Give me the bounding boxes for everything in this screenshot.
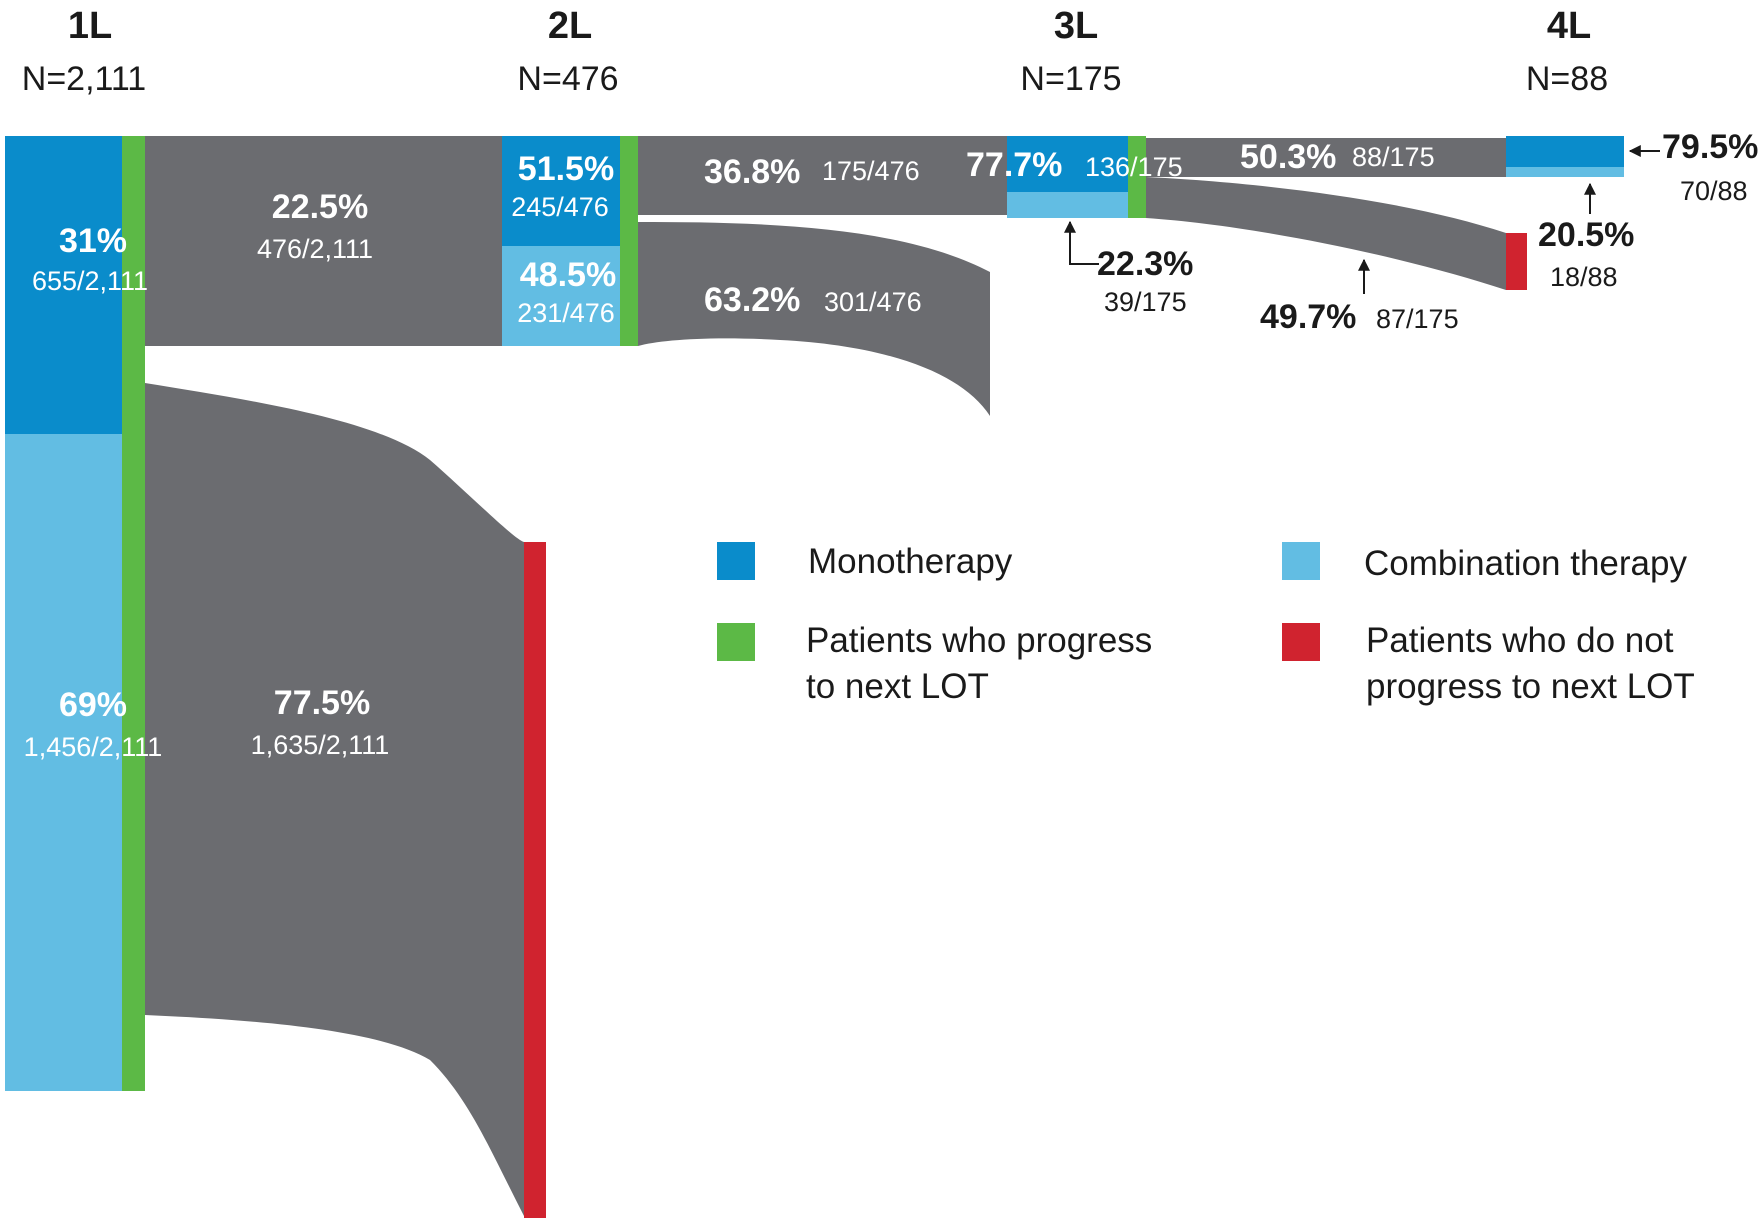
legend-progress-label-line2: to next LOT: [806, 667, 989, 706]
legend-swatch-combination: [1282, 542, 1320, 580]
label-4l-mono-pct: 79.5%: [1662, 128, 1758, 166]
node-1l-no-progress-bar: [524, 542, 546, 1218]
node-2l-progress-bar: [620, 136, 638, 346]
node-4l-monotherapy: [1506, 136, 1624, 167]
legend-swatch-no-progress: [1282, 623, 1320, 661]
label-1l-progress-frac: 476/2,111: [257, 234, 373, 264]
label-3l-progress-frac: 88/175: [1352, 142, 1435, 172]
column-1l-label: 1L: [68, 5, 112, 47]
label-3l-mono-frac: 136/175: [1085, 152, 1183, 182]
flow-1l-progress: [145, 136, 502, 346]
flow-1l-no-progress: [145, 383, 524, 1216]
label-3l-progress-pct: 50.3%: [1240, 138, 1336, 176]
node-1l-combination: [5, 434, 122, 1091]
column-2l-n: N=476: [517, 60, 618, 98]
label-1l-no-progress-pct: 77.5%: [274, 684, 370, 722]
column-4l-label: 4L: [1547, 5, 1591, 47]
legend: Monotherapy Combination therapy Patients…: [717, 542, 1695, 706]
label-2l-no-progress-frac: 301/476: [824, 287, 922, 317]
label-2l-combo-pct: 48.5%: [520, 256, 616, 294]
label-1l-progress-pct: 22.5%: [272, 188, 368, 226]
label-4l-combo-pct: 20.5%: [1538, 216, 1634, 254]
label-1l-combo-pct: 69%: [59, 686, 127, 724]
flow-3l-no-progress: [1146, 177, 1506, 290]
legend-combination-label: Combination therapy: [1364, 544, 1687, 583]
node-1l-monotherapy: [5, 136, 122, 434]
label-2l-progress-pct: 36.8%: [704, 153, 800, 191]
flow-2l-no-progress: [638, 222, 990, 416]
legend-swatch-progress: [717, 623, 755, 661]
legend-progress-label-line1: Patients who progress: [806, 621, 1152, 660]
flow-2l-progress: [638, 136, 1007, 215]
node-4l-combination: [1506, 167, 1624, 177]
label-2l-progress-frac: 175/476: [822, 156, 920, 186]
node-3l-progress-bar: [1128, 136, 1146, 218]
label-1l-mono-pct: 31%: [59, 222, 127, 260]
column-1l-n: N=2,111: [22, 60, 146, 98]
label-2l-mono-frac: 245/476: [511, 192, 609, 222]
label-4l-mono-frac: 70/88: [1680, 176, 1748, 206]
label-2l-combo-frac: 231/476: [517, 298, 615, 328]
label-3l-no-progress-frac: 87/175: [1376, 304, 1459, 334]
callout-arrow-3l-combination: [1064, 220, 1099, 265]
node-2l-monotherapy: [502, 136, 620, 246]
label-4l-combo-frac: 18/88: [1550, 262, 1618, 292]
column-3l-label: 3L: [1054, 5, 1098, 47]
node-1l-progress-bar: [122, 136, 145, 1091]
flow-3l-progress: [1146, 138, 1506, 177]
node-3l-no-progress-bar: [1506, 233, 1527, 290]
legend-monotherapy-label: Monotherapy: [808, 542, 1013, 581]
legend-no-progress-label-line1: Patients who do not: [1366, 621, 1674, 660]
label-2l-mono-pct: 51.5%: [518, 150, 614, 188]
node-3l-combination: [1007, 192, 1128, 218]
label-2l-no-progress-pct: 63.2%: [704, 281, 800, 319]
label-1l-combo-frac: 1,456/2,111: [24, 732, 163, 762]
column-2l-label: 2L: [548, 5, 592, 47]
label-3l-no-progress-pct: 49.7%: [1260, 298, 1356, 336]
label-1l-no-progress-frac: 1,635/2,111: [251, 730, 390, 760]
legend-swatch-monotherapy: [717, 542, 755, 580]
label-3l-mono-pct: 77.7%: [966, 146, 1062, 184]
column-3l-n: N=175: [1020, 60, 1121, 98]
node-3l-monotherapy: [1007, 136, 1128, 192]
legend-no-progress-label-line2: progress to next LOT: [1366, 667, 1695, 706]
label-3l-combo-frac: 39/175: [1104, 287, 1187, 317]
column-4l-n: N=88: [1526, 60, 1608, 98]
node-2l-combination: [502, 246, 620, 346]
label-1l-mono-frac: 655/2,111: [32, 266, 148, 296]
label-3l-combo-pct: 22.3%: [1097, 245, 1193, 283]
